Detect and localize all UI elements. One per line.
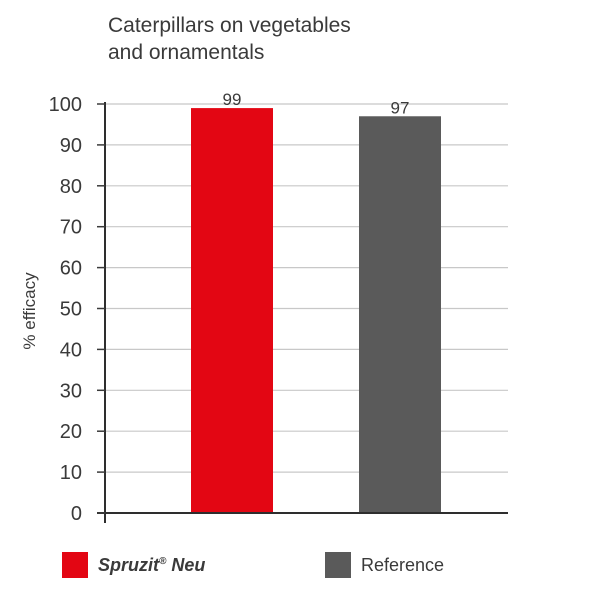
y-tick-label: 50 xyxy=(60,299,82,321)
y-tick-labels: 0 10 20 30 40 50 60 70 80 90 100 xyxy=(49,94,105,525)
y-tick-label: 80 xyxy=(60,176,82,198)
y-tick-label: 20 xyxy=(60,421,82,443)
y-tick-label: 100 xyxy=(49,94,82,116)
chart-title: Caterpillars on vegetables and ornamenta… xyxy=(108,12,408,66)
chart-title-line-1: Caterpillars on vegetables xyxy=(108,14,351,37)
y-tick-label: 60 xyxy=(60,258,82,280)
legend-swatch-reference xyxy=(325,552,351,578)
data-label: 97 xyxy=(391,98,410,117)
bar xyxy=(359,116,441,514)
y-tick-label: 0 xyxy=(71,503,82,525)
gridlines xyxy=(105,103,508,473)
y-tick-label: 90 xyxy=(60,135,82,157)
legend-label-spruzit: Spruzit® Neu xyxy=(98,554,206,575)
axes xyxy=(97,102,508,523)
legend-swatch-spruzit xyxy=(62,552,88,578)
data-labels: 99 97 xyxy=(223,90,410,117)
y-tick-label: 10 xyxy=(60,462,82,484)
y-tick-label: 40 xyxy=(60,339,82,361)
y-tick-label: 70 xyxy=(60,217,82,239)
data-label: 99 xyxy=(223,90,242,109)
bars xyxy=(191,108,441,514)
legend-item-reference: Reference xyxy=(325,552,444,578)
chart-title-line-2: and ornamentals xyxy=(108,41,265,64)
y-tick-label: 30 xyxy=(60,380,82,402)
bar xyxy=(191,108,273,513)
legend-label-reference: Reference xyxy=(361,554,445,575)
legend-item-spruzit: Spruzit® Neu xyxy=(62,552,205,578)
